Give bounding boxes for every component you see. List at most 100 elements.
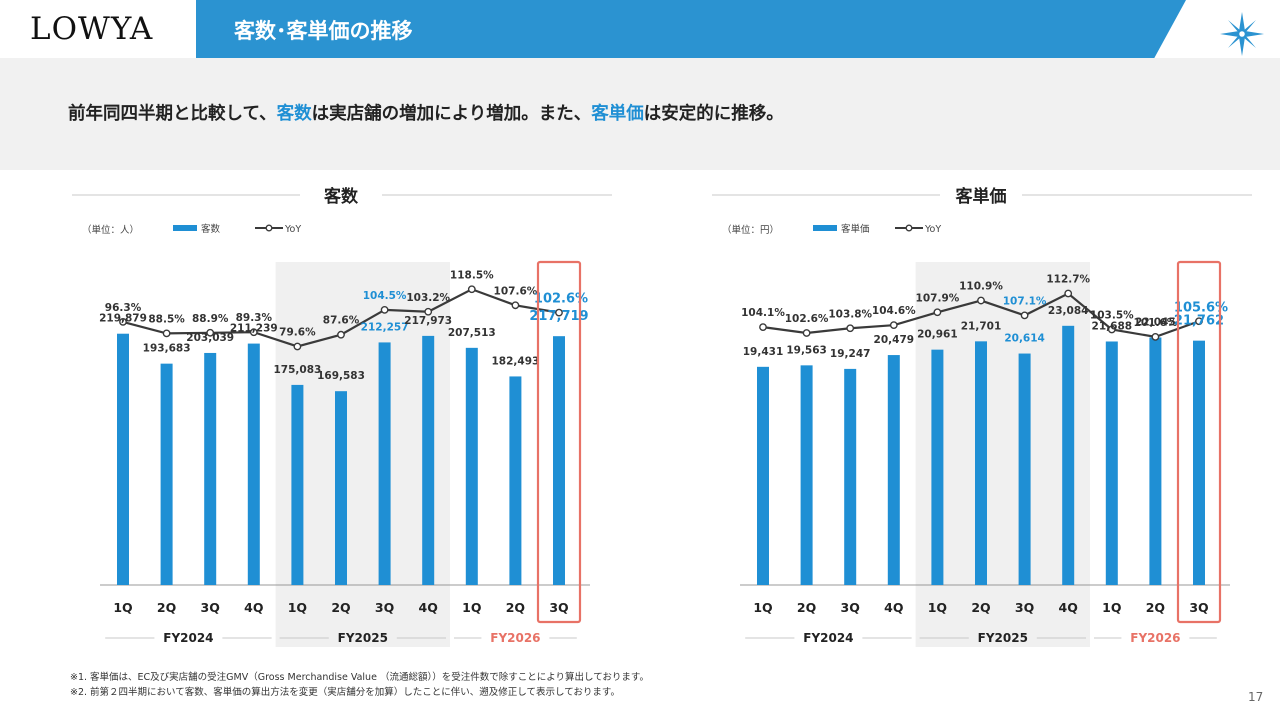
- fy-label-1: FY2025: [978, 631, 1028, 645]
- chart-title: 客単価: [955, 186, 1007, 207]
- value-label-6: 20,614: [1004, 333, 1045, 345]
- keyword-customers: 客数: [276, 104, 312, 124]
- bar-2q-5: [975, 341, 987, 585]
- bar-3q-10: [553, 336, 565, 585]
- bar-2q-1: [800, 365, 813, 585]
- category-label-0: 1Q: [113, 600, 132, 615]
- value-label-7: 217,973: [404, 315, 452, 327]
- legend-bar-label: 客単価: [841, 223, 870, 235]
- bar-2q-9: [1149, 337, 1162, 585]
- chart-title: 客数: [323, 186, 359, 207]
- yoy-point-6: [1020, 311, 1029, 320]
- category-label-10: 3Q: [549, 600, 568, 615]
- category-label-5: 2Q: [331, 600, 350, 615]
- yoy-label-3: 104.6%: [872, 305, 916, 317]
- bar-4q-7: [1062, 325, 1075, 585]
- category-label-6: 3Q: [375, 600, 394, 615]
- category-label-1: 2Q: [797, 600, 816, 615]
- bar-3q-2: [204, 352, 217, 585]
- bar-1q-4: [931, 349, 944, 585]
- fy2025-shade: [915, 262, 1090, 647]
- bar-1q-0: [117, 333, 129, 585]
- yoy-label-7: 103.2%: [406, 292, 450, 304]
- yoy-label-10: 102.6%: [534, 292, 588, 307]
- value-label-0: 219,879: [99, 313, 147, 325]
- category-label-8: 1Q: [1102, 600, 1121, 615]
- legend-line-marker: [265, 224, 273, 232]
- yoy-point-3: [249, 328, 258, 337]
- compass-star-icon: [1220, 12, 1264, 56]
- yoy-label-3: 89.3%: [236, 312, 273, 324]
- yoy-label-4: 107.9%: [916, 292, 960, 304]
- category-label-7: 4Q: [1059, 600, 1078, 615]
- value-label-2: 203,039: [186, 332, 234, 344]
- yoy-point-5: [337, 330, 345, 339]
- page-number: 17: [1248, 690, 1264, 704]
- yoy-point-5: [977, 296, 985, 305]
- yoy-label-0: 96.3%: [105, 302, 142, 314]
- yoy-label-8: 103.5%: [1090, 309, 1134, 321]
- category-label-3: 4Q: [244, 600, 263, 615]
- value-label-8: 21,688: [1092, 320, 1133, 332]
- yoy-label-0: 104.1%: [741, 307, 785, 319]
- fy-label-2: FY2026: [490, 631, 540, 645]
- logo-area: LOWYA: [0, 0, 196, 58]
- yoy-label-5: 87.6%: [323, 315, 360, 327]
- value-label-10: 21,762: [1174, 314, 1224, 329]
- fy2025-shade: [275, 262, 450, 647]
- legend-line-label: YoY: [924, 224, 941, 235]
- category-label-4: 1Q: [928, 600, 947, 615]
- yoy-label-1: 88.5%: [148, 313, 185, 325]
- value-label-1: 19,563: [786, 344, 827, 356]
- yoy-point-8: [1107, 325, 1116, 334]
- bar-2q-1: [160, 363, 173, 585]
- fy-label-1: FY2025: [338, 631, 388, 645]
- yoy-label-2: 103.8%: [828, 308, 872, 320]
- value-label-3: 211,239: [230, 323, 278, 335]
- yoy-point-7: [424, 307, 433, 316]
- yoy-point-8: [467, 285, 476, 294]
- value-label-3: 20,479: [874, 334, 915, 346]
- value-label-9: 182,493: [491, 355, 539, 367]
- yoy-point-9: [1151, 332, 1160, 341]
- yoy-label-9: 101.6%: [1134, 317, 1178, 329]
- yoy-label-2: 88.9%: [192, 313, 229, 325]
- value-label-2: 19,247: [830, 348, 871, 360]
- keyword-unit-price: 客単価: [591, 104, 644, 124]
- footnote-1: ※1. 客単価は、EC及び実店舗の受注GMV（Gross Merchandise…: [70, 672, 649, 683]
- category-label-4: 1Q: [288, 600, 307, 615]
- bar-3q-10: [1193, 340, 1205, 585]
- category-label-1: 2Q: [157, 600, 176, 615]
- value-label-8: 207,513: [448, 327, 496, 339]
- yoy-label-9: 107.6%: [494, 285, 538, 297]
- summary-band: 前年同四半期と比較して、客数は実店舗の増加により増加。また、客単価は安定的に推移…: [0, 58, 1280, 170]
- bar-4q-3: [887, 355, 900, 585]
- yoy-point-2: [846, 324, 855, 333]
- value-label-5: 21,701: [961, 320, 1002, 332]
- yoy-label-6: 107.1%: [1003, 295, 1047, 307]
- unit-label: （単位：人）: [82, 224, 139, 236]
- bar-4q-7: [422, 335, 435, 585]
- bar-3q-6: [1018, 353, 1031, 585]
- bar-4q-3: [247, 343, 260, 585]
- unit-price-chart: 客単価（単位：円） 客単価 YoY19,431104.1%19,563102.6%1…: [712, 186, 1252, 647]
- emphasis-box: [1176, 260, 1222, 624]
- category-label-3: 4Q: [884, 600, 903, 615]
- bar-3q-2: [844, 368, 857, 585]
- yoy-point-1: [162, 329, 171, 338]
- yoy-label-8: 118.5%: [450, 269, 494, 281]
- value-label-5: 169,583: [317, 370, 365, 382]
- bar-2q-5: [335, 391, 347, 585]
- category-label-0: 1Q: [753, 600, 772, 615]
- category-label-2: 3Q: [841, 600, 860, 615]
- yoy-point-1: [802, 329, 811, 337]
- category-label-2: 3Q: [201, 600, 220, 615]
- legend-line-label: YoY: [284, 224, 301, 235]
- legend-line-marker: [905, 224, 913, 232]
- fy-label-2: FY2026: [1130, 631, 1180, 645]
- value-label-6: 212,257: [361, 321, 409, 333]
- bar-1q-4: [291, 384, 304, 585]
- bar-1q-8: [465, 347, 478, 585]
- legend-bar-swatch: [813, 225, 837, 231]
